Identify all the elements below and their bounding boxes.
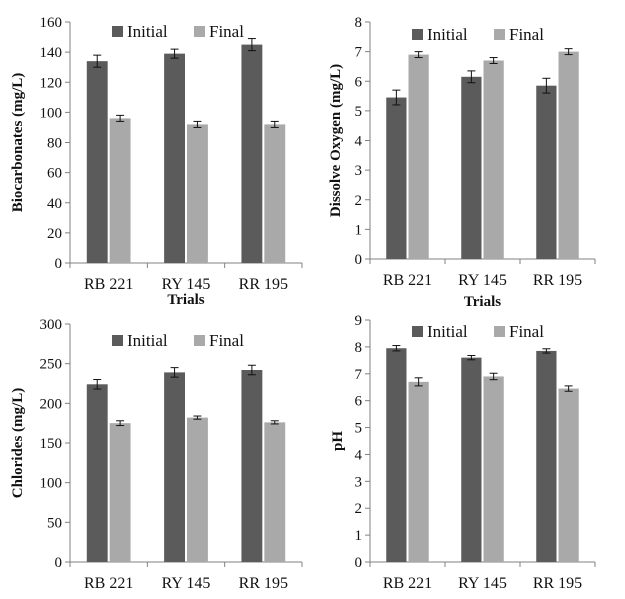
x-tick-label: RR 195 — [239, 575, 288, 592]
y-tick-label: 100 — [40, 105, 63, 121]
bar-initial-rb-221 — [386, 348, 407, 562]
legend-swatch-final — [494, 326, 505, 337]
legend-label-initial: Initial — [427, 25, 468, 44]
bar-initial-rr-195 — [536, 350, 557, 562]
bar-final-rb-221 — [109, 118, 131, 264]
legend-swatch-final — [494, 29, 505, 40]
chart-panel-dissolved-oxygen: 0 1 2 3 4 5 6 7 8 RB 221 RY 145 RR 195 Initial Final D… — [328, 15, 596, 310]
x-tick-label: RB 221 — [84, 276, 133, 293]
y-tick-label: 2 — [355, 501, 363, 517]
y-tick-label: 3 — [355, 163, 363, 179]
y-tick-label: 7 — [355, 367, 363, 383]
y-tick-label: 300 — [40, 317, 63, 333]
x-tick-label: RY 145 — [458, 575, 507, 592]
y-tick-label: 4 — [355, 134, 363, 150]
x-tick-label: RB 221 — [383, 272, 432, 289]
y-tick-label: 250 — [40, 357, 63, 373]
bar-final-rr-195 — [264, 422, 286, 562]
chart-panel-chlorides: 0 50 100 150 200 250 300 RB 221 RY 145 RR 195 Init… — [10, 317, 303, 592]
y-tick-label: 100 — [40, 476, 63, 492]
bar-initial-rr-195 — [536, 85, 557, 259]
bar-initial-ry-145 — [164, 53, 185, 263]
y-tick-label: 7 — [355, 45, 363, 61]
y-tick-label: 80 — [47, 136, 62, 152]
y-tick-label: 150 — [40, 436, 63, 452]
y-tick-label: 9 — [355, 313, 363, 329]
y-axis-title: pH — [330, 431, 346, 451]
y-tick-label: 0 — [55, 555, 63, 571]
legend-label-initial: Initial — [127, 22, 168, 41]
legend-swatch-initial — [412, 29, 423, 40]
bar-final-rb-221 — [109, 423, 131, 562]
x-tick-label: RR 195 — [533, 575, 582, 592]
y-tick-label: 2 — [355, 193, 363, 209]
legend-swatch-final — [194, 26, 205, 37]
y-tick-label: 8 — [355, 15, 363, 31]
y-tick-label: 40 — [47, 196, 62, 212]
x-tick-label: RY 145 — [458, 272, 507, 289]
legend-swatch-final — [194, 335, 205, 346]
bar-final-ry-145 — [483, 60, 504, 260]
bar-initial-rb-221 — [86, 61, 108, 263]
bar-initial-ry-145 — [164, 372, 185, 562]
bar-final-rr-195 — [558, 51, 579, 259]
legend-swatch-initial — [112, 335, 123, 346]
x-tick-label: RB 221 — [84, 575, 133, 592]
chart-panel-ph: 0 1 2 3 4 5 6 7 8 9 RB 221 RY 145 RR 195 Initial Final… — [330, 313, 596, 592]
x-tick-label: RY 145 — [162, 276, 211, 293]
y-tick-label: 20 — [47, 226, 62, 242]
bar-final-rb-221 — [408, 54, 429, 260]
y-tick-label: 4 — [355, 447, 363, 463]
y-tick-label: 0 — [55, 256, 63, 272]
y-tick-label: 3 — [355, 474, 363, 490]
y-tick-label: 0 — [355, 555, 363, 571]
y-tick-label: 60 — [47, 166, 62, 182]
y-tick-label: 6 — [355, 394, 363, 410]
legend-label-initial: Initial — [127, 331, 168, 350]
y-tick-label: 1 — [355, 528, 363, 544]
x-tick-label: RY 145 — [162, 575, 211, 592]
legend-swatch-initial — [412, 326, 423, 337]
y-tick-label: 140 — [40, 45, 63, 61]
bar-initial-ry-145 — [461, 357, 482, 562]
legend-swatch-initial — [112, 26, 123, 37]
x-axis-title: Trials — [464, 294, 501, 310]
legend-label-initial: Initial — [427, 322, 468, 341]
bar-final-ry-145 — [187, 124, 208, 263]
legend-label-final: Final — [209, 22, 244, 41]
x-axis-title: Trials — [167, 292, 204, 308]
x-tick-label: RB 221 — [383, 575, 432, 592]
y-tick-label: 5 — [355, 421, 363, 437]
y-tick-label: 160 — [40, 15, 63, 31]
y-tick-label: 6 — [355, 74, 363, 90]
bar-final-rr-195 — [558, 388, 579, 562]
legend-label-final: Final — [509, 322, 544, 341]
y-tick-label: 1 — [355, 222, 363, 238]
bar-final-ry-145 — [187, 417, 208, 562]
legend-label-final: Final — [509, 25, 544, 44]
y-tick-label: 0 — [355, 252, 363, 268]
bar-initial-ry-145 — [461, 76, 482, 260]
y-tick-label: 8 — [355, 340, 363, 356]
y-tick-label: 200 — [40, 396, 63, 412]
y-axis-title: Biocarbonates (mg/L) — [10, 73, 26, 213]
x-tick-label: RR 195 — [533, 272, 582, 289]
bar-final-ry-145 — [483, 376, 504, 562]
y-tick-label: 5 — [355, 104, 363, 120]
x-tick-label: RR 195 — [239, 276, 288, 293]
y-tick-label: 120 — [40, 75, 63, 91]
y-axis-title: Chlorides (mg/L) — [10, 388, 26, 498]
bar-final-rr-195 — [264, 124, 286, 263]
bar-initial-rr-195 — [241, 370, 263, 562]
bar-initial-rb-221 — [86, 384, 108, 562]
bar-initial-rb-221 — [386, 97, 407, 259]
bar-final-rb-221 — [408, 381, 429, 562]
chart-panel-biocarbonates: 0 20 40 60 80 100 120 140 160 RB 221 RY 145 RR 195 I… — [10, 15, 303, 308]
legend-label-final: Final — [209, 331, 244, 350]
y-tick-label: 50 — [47, 515, 62, 531]
y-axis-title: Dissolve Oxygen (mg/L) — [328, 64, 344, 217]
bar-initial-rr-195 — [241, 44, 263, 263]
